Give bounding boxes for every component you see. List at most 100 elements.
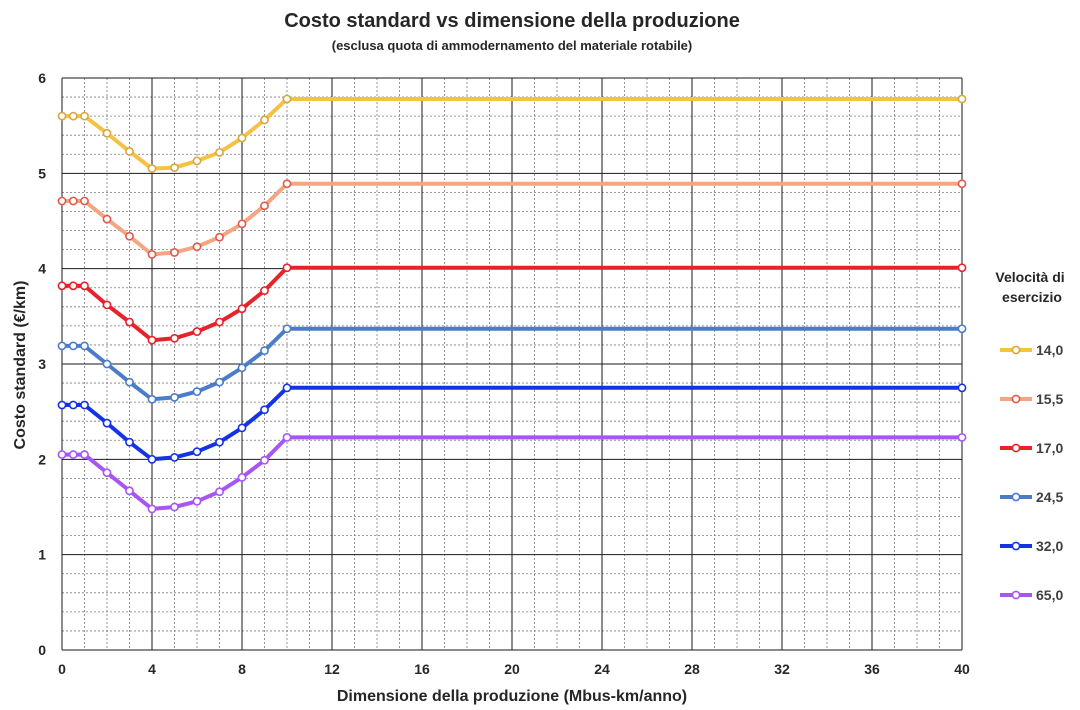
data-point: [260, 405, 269, 415]
x-tick-label: 36: [864, 661, 880, 677]
data-point: [147, 394, 157, 404]
legend-marker: [1011, 492, 1021, 502]
legend-marker: [1011, 443, 1021, 453]
data-point: [215, 317, 224, 327]
data-point: [170, 392, 179, 402]
data-point: [125, 377, 134, 387]
y-tick-label: 5: [38, 165, 46, 181]
data-point: [192, 156, 202, 166]
y-tick-label: 4: [38, 261, 46, 277]
x-tick-label: 12: [324, 661, 340, 677]
legend-marker: [1011, 541, 1021, 551]
data-point: [260, 201, 269, 211]
data-point: [237, 423, 247, 433]
data-point: [192, 496, 202, 506]
legend-label: 65,0: [1036, 587, 1063, 603]
data-point: [125, 317, 134, 327]
legend-marker: [1011, 345, 1021, 355]
data-point: [68, 111, 78, 121]
data-point: [957, 179, 967, 189]
x-tick-label: 24: [594, 661, 610, 677]
data-point: [282, 263, 292, 273]
data-point: [260, 455, 269, 465]
data-point: [215, 487, 224, 497]
legend-label: 15,5: [1036, 391, 1063, 407]
data-point: [147, 335, 157, 345]
data-point: [147, 504, 157, 514]
data-point: [260, 346, 269, 356]
data-point: [957, 324, 967, 334]
data-point: [192, 242, 202, 252]
data-point: [80, 341, 89, 351]
data-point: [57, 400, 67, 410]
data-point: [68, 400, 78, 410]
y-tick-label: 3: [38, 356, 46, 372]
data-point: [957, 383, 967, 393]
legend-label: 24,5: [1036, 489, 1063, 505]
data-point: [57, 281, 67, 291]
data-point: [57, 196, 67, 206]
y-tick-label: 1: [38, 547, 46, 563]
data-point: [147, 454, 157, 464]
data-point: [282, 179, 292, 189]
y-tick-label: 0: [38, 642, 46, 658]
data-point: [125, 231, 134, 241]
legend-title: Velocità di esercizio: [995, 269, 1068, 305]
x-tick-label: 28: [684, 661, 700, 677]
data-point: [215, 377, 224, 387]
data-point: [192, 447, 202, 457]
data-point: [125, 486, 134, 496]
x-tick-label: 4: [148, 661, 156, 677]
x-tick-label: 32: [774, 661, 790, 677]
data-point: [80, 281, 89, 291]
data-point: [237, 304, 247, 314]
data-point: [282, 324, 292, 334]
chart-subtitle: (esclusa quota di ammodernamento del mat…: [332, 38, 692, 53]
x-tick-label: 0: [58, 661, 66, 677]
legend-label: 32,0: [1036, 538, 1063, 554]
data-point: [147, 164, 157, 173]
data-point: [237, 219, 247, 229]
data-point: [102, 468, 112, 478]
data-point: [102, 300, 112, 310]
data-point: [170, 248, 179, 257]
legend-marker: [1011, 394, 1021, 404]
data-point: [215, 147, 224, 157]
x-axis-label: Dimensione della produzione (Mbus-km/ann…: [337, 688, 687, 705]
data-point: [215, 437, 224, 447]
x-tick-label: 20: [504, 661, 520, 677]
data-point: [170, 333, 179, 343]
data-point: [57, 341, 67, 351]
data-point: [957, 94, 967, 104]
data-point: [80, 196, 89, 206]
data-point: [215, 232, 224, 242]
data-point: [57, 111, 67, 121]
data-point: [282, 94, 292, 104]
data-point: [282, 383, 292, 393]
y-tick-label: 2: [38, 451, 46, 467]
data-point: [237, 473, 247, 482]
data-point: [68, 196, 78, 206]
data-point: [102, 128, 112, 138]
data-point: [282, 433, 292, 442]
y-axis-label: Costo standard (€/km): [12, 281, 29, 450]
data-point: [102, 359, 112, 369]
data-point: [125, 437, 134, 447]
data-point: [68, 341, 78, 351]
data-point: [957, 433, 967, 442]
data-point: [125, 147, 134, 156]
legend-label: 17,0: [1036, 440, 1063, 456]
data-point: [170, 453, 179, 462]
x-tick-label: 8: [238, 661, 246, 677]
data-point: [102, 214, 112, 224]
x-tick-label: 40: [954, 661, 970, 677]
data-point: [80, 400, 89, 410]
data-point: [260, 115, 269, 125]
x-tick-label: 16: [414, 661, 430, 677]
data-point: [102, 418, 112, 428]
data-point: [170, 163, 179, 173]
data-point: [192, 387, 202, 397]
chart-title: Costo standard vs dimensione della produ…: [284, 10, 740, 32]
